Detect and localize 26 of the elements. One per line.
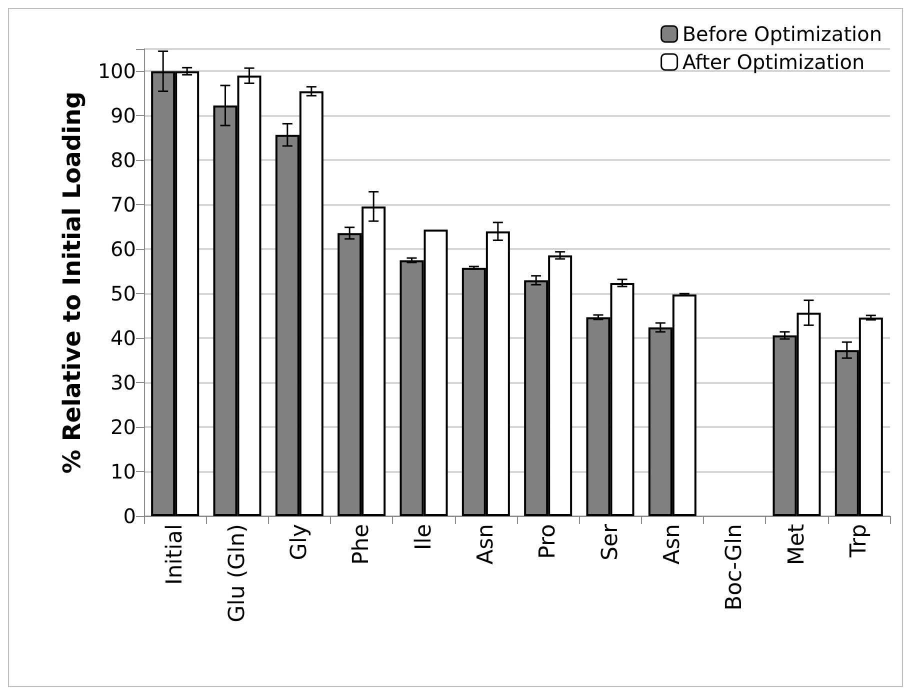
legend-label: Before Optimization [682,22,882,46]
y-tick-label: 80 [110,148,136,172]
y-tick-label: 60 [110,237,136,262]
y-tick-label: 0 [123,504,136,528]
x-tick-label: Glu (Gln) [224,524,250,622]
x-tick-label: Asn [473,524,498,564]
x-tick-label: Boc-Gln [722,524,748,610]
x-tick-label: Ile [411,524,436,550]
y-tick-label: 100 [98,59,136,84]
y-tick-label: 70 [110,192,136,217]
y-axis-title: % Relative to Initial Loading [58,91,86,474]
x-tick-label: Ser [598,523,623,561]
y-tick-label: 20 [110,415,136,440]
y-tick-label: 40 [110,326,136,350]
y-tick-label: 30 [110,370,136,395]
x-tick-label: Asn [660,524,685,564]
x-tick-label: Initial [162,524,188,585]
x-tick-label: Gly [286,524,312,560]
y-tick-label: 90 [110,104,136,128]
y-tick-label: 10 [110,460,136,484]
y-tick-label: 50 [110,282,136,306]
x-tick-label: Trp [846,524,872,558]
x-tick-label: Met [784,524,810,566]
x-tick-label: Phe [349,524,374,565]
x-tick-label: Pro [536,524,561,559]
legend-label: After Optimization [682,50,865,74]
